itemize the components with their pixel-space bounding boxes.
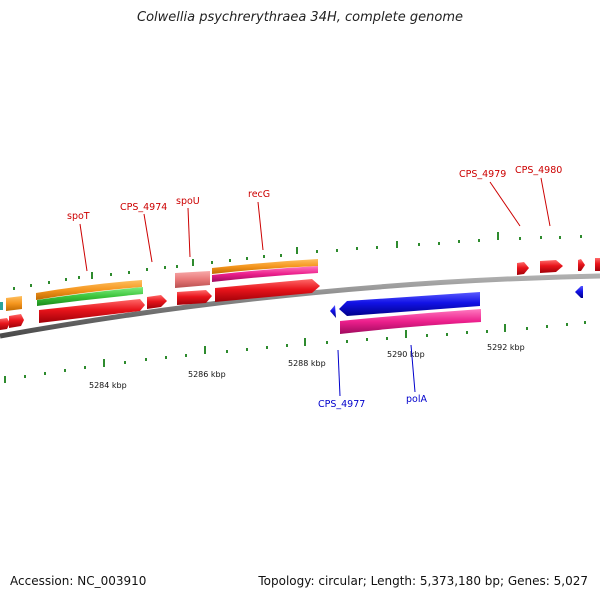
forward-cds-CPS_4974: [147, 295, 167, 309]
gene-label-CPS_4974: CPS_4974: [120, 202, 167, 213]
gene-label-CPS_4979: CPS_4979: [459, 169, 506, 180]
genome-title: Colwellia psychrerythraea 34H, complete …: [137, 10, 463, 25]
teal-feature-edge: [0, 302, 3, 310]
kbp-label: 5292 kbp: [487, 343, 525, 352]
inner-tick-row: [4, 321, 586, 383]
forward-cds-small: [578, 259, 585, 271]
orange-feature: [36, 280, 142, 300]
gene-label-polA: polA: [406, 394, 427, 405]
accession-text: Accession: NC_003910: [10, 574, 147, 588]
kbp-label: 5290 kbp: [387, 350, 425, 359]
forward-cds-spoT: [39, 299, 145, 323]
pink-feature: [175, 271, 210, 288]
gene-label-recG: recG: [248, 189, 270, 200]
kbp-label: 5286 kbp: [188, 370, 226, 379]
magenta-feature-recG: [212, 266, 318, 282]
gene-label-spoU: spoU: [176, 196, 200, 207]
forward-cds-recG: [215, 279, 320, 302]
forward-cds-edge: [0, 318, 10, 330]
forward-cds-edge-2: [9, 314, 24, 328]
forward-cds-spoU: [177, 290, 212, 305]
magenta-feature-polA: [340, 309, 481, 334]
kbp-label: 5284 kbp: [89, 381, 127, 390]
callout-lines: [79, 177, 551, 397]
topology-summary: Topology: circular; Length: 5,373,180 bp…: [258, 574, 588, 588]
green-feature: [37, 287, 143, 306]
forward-cds-CPS_4980: [540, 260, 563, 273]
reverse-cds-polA: [339, 292, 480, 316]
forward-cds-CPS_4979: [517, 262, 529, 275]
reverse-cds-edge-right: [575, 286, 583, 298]
gene-label-CPS_4977: CPS_4977: [318, 399, 365, 410]
reverse-cds-CPS_4977: [330, 305, 336, 318]
kbp-label: 5288 kbp: [288, 359, 326, 368]
orange-feature-edge: [6, 296, 22, 311]
gene-label-spoT: spoT: [67, 211, 90, 222]
gene-label-CPS_4980: CPS_4980: [515, 165, 562, 176]
orange-feature-recG: [212, 259, 318, 274]
outer-tick-row: [13, 232, 582, 290]
forward-cds-edge-right: [595, 258, 600, 271]
